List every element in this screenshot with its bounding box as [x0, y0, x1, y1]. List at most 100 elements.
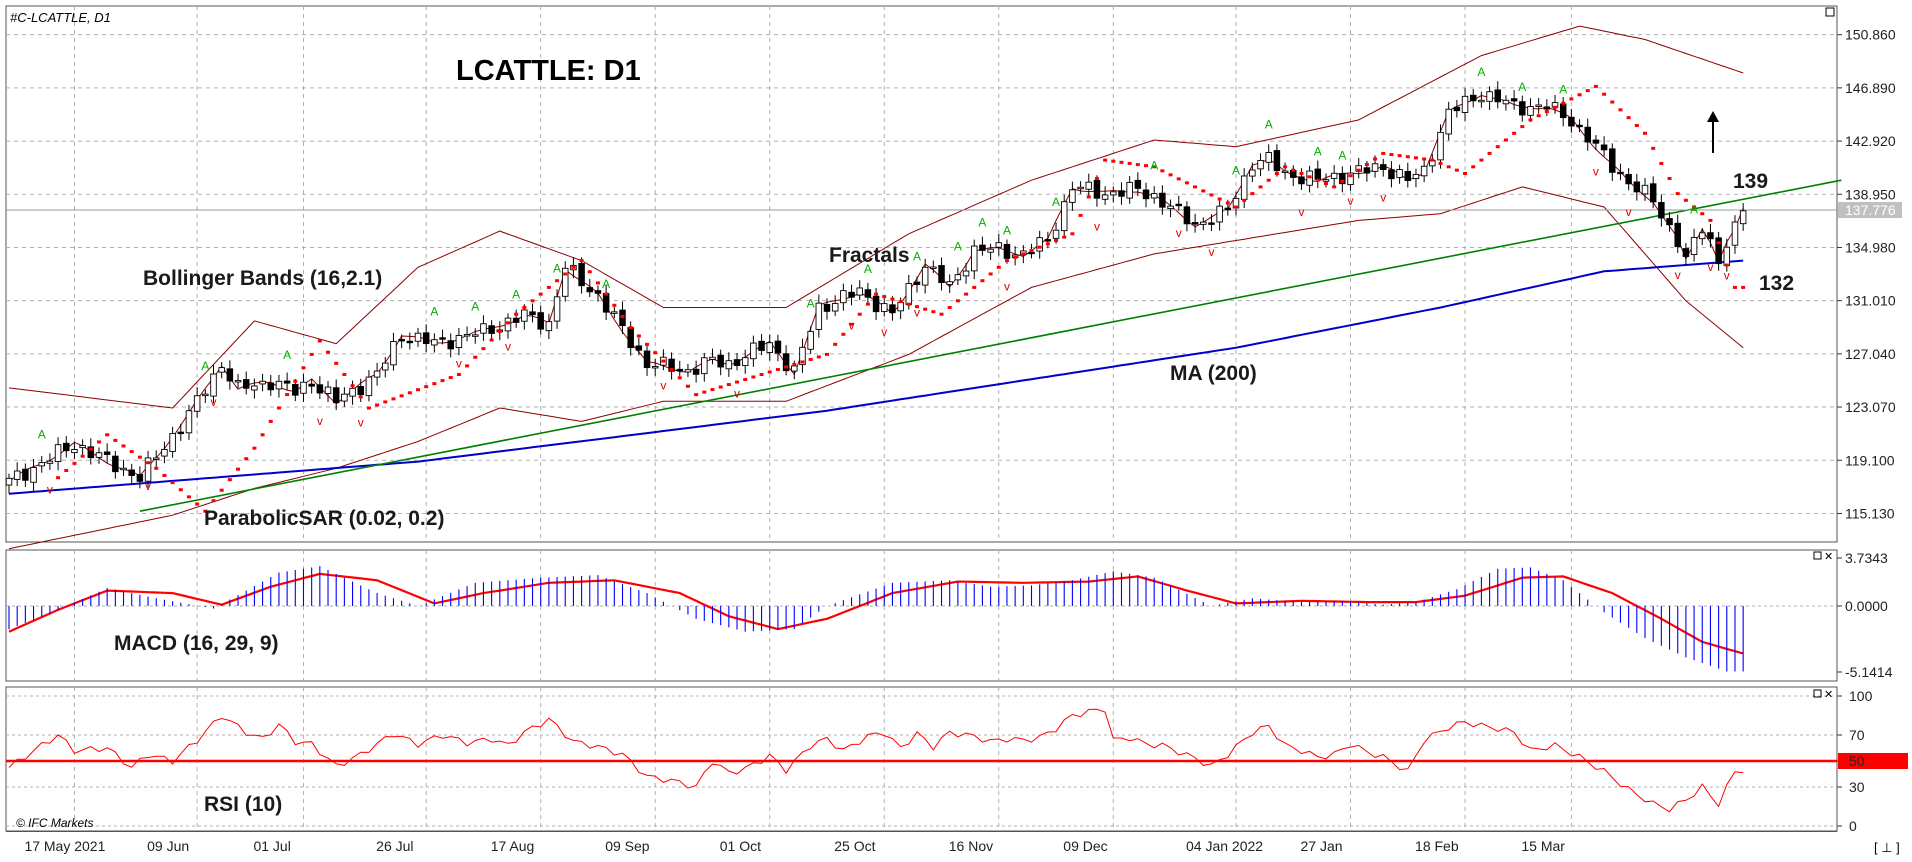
- sar-dot: [1659, 161, 1664, 165]
- sar-dot: [939, 312, 944, 316]
- sar-dot: [366, 406, 371, 410]
- candle: [938, 265, 945, 284]
- candle: [439, 337, 446, 340]
- price-tick-label: 127.040: [1845, 346, 1896, 362]
- candle: [1682, 248, 1690, 257]
- candle: [627, 327, 634, 349]
- date-tick-label: 25 Oct: [834, 838, 875, 854]
- candle: [1183, 206, 1191, 225]
- candle: [1584, 126, 1591, 143]
- sar-dot: [620, 314, 625, 318]
- sar-dot: [448, 376, 453, 380]
- candle: [283, 380, 291, 384]
- sar-dot: [1307, 175, 1312, 179]
- candle: [202, 393, 209, 397]
- sar-dot: [579, 259, 584, 263]
- rsi-panel-restore-icon[interactable]: [1813, 689, 1822, 698]
- annotation-rsi: RSI (10): [204, 793, 282, 816]
- sar-dot: [1487, 151, 1492, 155]
- fractal-down-marker: v: [660, 378, 666, 392]
- candle: [1641, 184, 1649, 195]
- sar-dot: [1651, 146, 1656, 150]
- candle: [602, 293, 610, 313]
- sar-dot: [1004, 259, 1009, 263]
- sar-dot: [890, 297, 895, 301]
- macd-panel-restore-icon[interactable]: [1813, 551, 1822, 560]
- sar-dot: [383, 400, 388, 404]
- sar-dot: [1446, 165, 1451, 169]
- sar-dot: [1569, 97, 1574, 101]
- candle: [193, 395, 201, 412]
- candle: [46, 460, 54, 464]
- candle: [1077, 186, 1084, 190]
- symbol-label: #C-LCATTLE, D1: [10, 10, 111, 25]
- sar-dot: [1561, 101, 1566, 105]
- sar-dot: [1364, 163, 1369, 167]
- candle: [1690, 237, 1698, 256]
- candle: [30, 467, 37, 483]
- sar-dot: [1274, 172, 1279, 175]
- sar-dot: [604, 292, 609, 296]
- sar-dot: [923, 307, 928, 311]
- fractal-up-marker: A: [1003, 223, 1011, 237]
- bollinger-upper-line: [8, 25, 1744, 409]
- candle: [611, 311, 618, 314]
- sar-dot: [203, 509, 208, 513]
- sar-dot: [1160, 169, 1165, 173]
- macd-panel-close-icon[interactable]: ✕: [1824, 551, 1833, 563]
- sar-dot: [113, 438, 118, 442]
- price-tick-label: 150.860: [1845, 27, 1896, 43]
- sar-dot: [1553, 105, 1558, 109]
- sar-dot: [195, 502, 200, 506]
- candle: [676, 368, 684, 372]
- candle: [1535, 104, 1542, 107]
- candle: [913, 281, 921, 285]
- candle: [791, 365, 798, 372]
- price-tick-label: 115.130: [1845, 505, 1895, 521]
- price-tick-label: 142.920: [1845, 133, 1896, 149]
- price-panel-restore-icon[interactable]: [1825, 7, 1835, 17]
- candle: [1126, 181, 1133, 199]
- date-tick-label: 18 Feb: [1415, 838, 1459, 854]
- rsi-tick-label: 30: [1849, 779, 1865, 795]
- candle: [512, 317, 520, 323]
- fractal-up-marker: A: [1477, 65, 1485, 79]
- candle: [1069, 189, 1076, 203]
- sar-dot: [1209, 193, 1214, 197]
- price-panel: [5, 5, 1838, 543]
- candle: [324, 386, 332, 394]
- sar-dot: [767, 370, 772, 374]
- candle: [1093, 179, 1101, 199]
- candle: [1420, 165, 1428, 177]
- sar-dot: [947, 306, 952, 309]
- sar-dot: [227, 478, 232, 482]
- sar-dot: [1667, 177, 1672, 181]
- sar-dot: [162, 473, 167, 477]
- candle: [815, 302, 823, 330]
- rsi-line: [8, 708, 1744, 813]
- sar-dot: [1618, 108, 1623, 112]
- sar-dot: [146, 461, 151, 465]
- candle: [1265, 152, 1272, 163]
- sar-dot: [80, 454, 85, 458]
- sar-dot: [1021, 252, 1026, 256]
- fractal-down-marker: v: [317, 414, 323, 428]
- candle: [1559, 103, 1567, 119]
- sar-dot: [96, 440, 101, 444]
- sar-dot: [718, 385, 723, 389]
- candle: [1412, 173, 1420, 180]
- rsi-panel-close-icon[interactable]: ✕: [1824, 689, 1833, 701]
- sar-dot: [465, 364, 470, 368]
- date-tick-label: 17 May 2021: [24, 838, 105, 854]
- sar-dot: [1078, 213, 1083, 217]
- sar-dot: [424, 385, 429, 389]
- candle: [185, 410, 193, 434]
- sar-dot: [1683, 198, 1688, 202]
- sar-dot: [857, 312, 862, 316]
- sar-dot: [1054, 239, 1059, 242]
- sar-dot: [309, 352, 314, 356]
- candle: [930, 266, 937, 269]
- price-tick-label: 123.070: [1845, 399, 1896, 415]
- sar-dot: [260, 433, 265, 437]
- sar-dot: [1405, 155, 1410, 159]
